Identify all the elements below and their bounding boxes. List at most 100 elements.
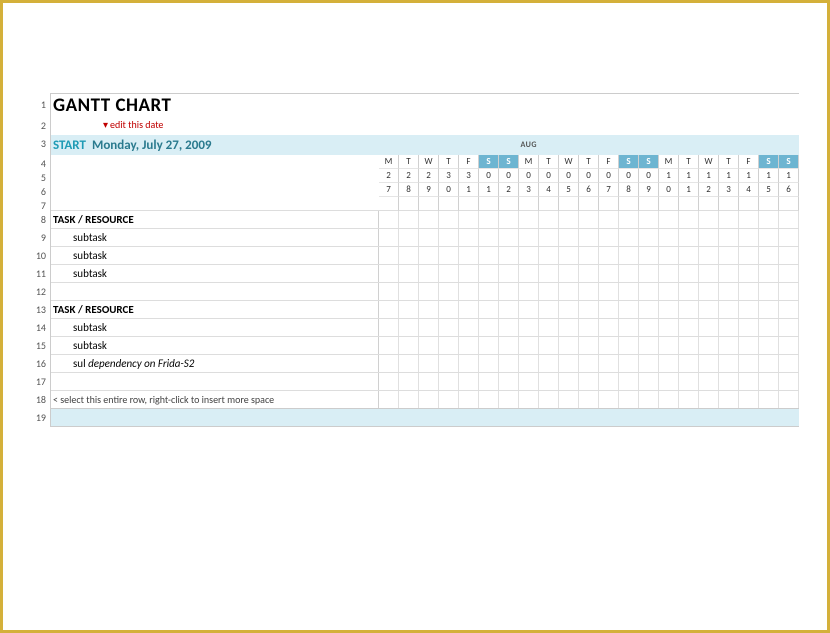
date-digit-cell[interactable]: 9 — [639, 183, 659, 197]
gantt-cell[interactable] — [699, 247, 719, 264]
date-digit-cell[interactable]: 3 — [519, 183, 539, 197]
task-header-row[interactable]: TASK / RESOURCE — [51, 211, 799, 229]
gantt-cell[interactable] — [479, 283, 499, 300]
day-of-week-cell[interactable]: F — [599, 155, 619, 169]
blank-cell[interactable] — [519, 197, 539, 211]
date-digit-cell[interactable]: 0 — [479, 169, 499, 183]
subtask-row[interactable]: subtask — [51, 247, 799, 265]
instruction-row[interactable]: < select this entire row, right-click to… — [51, 391, 799, 409]
date-digit-cell[interactable]: 3 — [459, 169, 479, 183]
task-header-row[interactable]: TASK / RESOURCE — [51, 301, 799, 319]
gantt-cell[interactable] — [399, 301, 419, 318]
gantt-cell[interactable] — [639, 373, 659, 390]
gantt-cell[interactable] — [659, 247, 679, 264]
gantt-cell[interactable] — [619, 319, 639, 336]
gantt-cell[interactable] — [539, 391, 559, 408]
gantt-cell[interactable] — [739, 301, 759, 318]
gantt-cell[interactable] — [499, 247, 519, 264]
gantt-cell[interactable] — [659, 229, 679, 246]
gantt-cell[interactable] — [519, 211, 539, 228]
gantt-cell[interactable] — [719, 337, 739, 354]
gantt-cell[interactable] — [779, 391, 799, 408]
gantt-cell[interactable] — [599, 355, 619, 372]
gantt-cell[interactable] — [759, 301, 779, 318]
gantt-cell[interactable] — [759, 319, 779, 336]
gantt-cell[interactable] — [419, 247, 439, 264]
gantt-cell[interactable] — [779, 301, 799, 318]
gantt-cell[interactable] — [499, 229, 519, 246]
gantt-cell[interactable] — [399, 283, 419, 300]
gantt-cell[interactable] — [699, 337, 719, 354]
gantt-cell[interactable] — [539, 301, 559, 318]
gantt-cell[interactable] — [399, 265, 419, 282]
row-num[interactable]: 2 — [31, 117, 46, 135]
gantt-cell[interactable] — [679, 211, 699, 228]
gantt-cell[interactable] — [739, 283, 759, 300]
gantt-cell[interactable] — [699, 229, 719, 246]
gantt-cell[interactable] — [719, 229, 739, 246]
blank-cell[interactable] — [539, 197, 559, 211]
edit-hint[interactable]: ▾edit this date — [50, 117, 799, 135]
gantt-cell[interactable] — [599, 247, 619, 264]
gantt-cell[interactable] — [679, 319, 699, 336]
gantt-cell[interactable] — [679, 301, 699, 318]
gantt-cell[interactable] — [619, 373, 639, 390]
blank-cell[interactable] — [779, 197, 799, 211]
gantt-cell[interactable] — [499, 319, 519, 336]
gantt-cell[interactable] — [659, 391, 679, 408]
date-digit-cell[interactable]: 1 — [659, 169, 679, 183]
gantt-cell[interactable] — [579, 283, 599, 300]
gantt-cell[interactable] — [539, 211, 559, 228]
day-of-week-cell[interactable]: S — [759, 155, 779, 169]
day-of-week-cell[interactable]: F — [739, 155, 759, 169]
blank-cell[interactable] — [619, 197, 639, 211]
gantt-cell[interactable] — [579, 301, 599, 318]
gantt-cell[interactable] — [519, 337, 539, 354]
row-num[interactable]: 18 — [31, 391, 46, 409]
gantt-cell[interactable] — [599, 265, 619, 282]
gantt-cell[interactable] — [759, 265, 779, 282]
gantt-cell[interactable] — [579, 337, 599, 354]
empty-row[interactable] — [51, 283, 799, 301]
blank-cell[interactable] — [419, 197, 439, 211]
date-digit-cell[interactable]: 0 — [439, 183, 459, 197]
day-of-week-cell[interactable]: T — [539, 155, 559, 169]
date-digit-cell[interactable]: 1 — [679, 169, 699, 183]
date-digit-cell[interactable]: 1 — [479, 183, 499, 197]
date-digit-cell[interactable]: 6 — [579, 183, 599, 197]
date-digit-cell[interactable]: 3 — [439, 169, 459, 183]
blank-cell[interactable] — [399, 197, 419, 211]
row-num[interactable]: 5 — [31, 169, 46, 183]
gantt-cell[interactable] — [719, 391, 739, 408]
gantt-cell[interactable] — [559, 211, 579, 228]
gantt-cell[interactable] — [399, 391, 419, 408]
gantt-cell[interactable] — [399, 247, 419, 264]
date-digit-cell[interactable]: 0 — [659, 183, 679, 197]
gantt-cell[interactable] — [479, 211, 499, 228]
gantt-cell[interactable] — [459, 247, 479, 264]
gantt-cell[interactable] — [719, 283, 739, 300]
gantt-cell[interactable] — [539, 319, 559, 336]
gantt-cell[interactable] — [779, 211, 799, 228]
row-num[interactable]: 1 — [31, 93, 46, 117]
gantt-cell[interactable] — [599, 337, 619, 354]
gantt-cell[interactable] — [739, 391, 759, 408]
gantt-cell[interactable] — [419, 283, 439, 300]
blank-cell[interactable] — [379, 197, 399, 211]
gantt-cell[interactable] — [459, 373, 479, 390]
gantt-cell[interactable] — [379, 319, 399, 336]
gantt-cell[interactable] — [779, 373, 799, 390]
gantt-cell[interactable] — [539, 229, 559, 246]
date-digit-cell[interactable]: 6 — [779, 183, 799, 197]
gantt-cell[interactable] — [739, 337, 759, 354]
date-digit-cell[interactable]: 5 — [559, 183, 579, 197]
subtask-dependency-row[interactable]: sul dependency on Frida-S2 — [51, 355, 799, 373]
gantt-cell[interactable] — [419, 373, 439, 390]
gantt-cell[interactable] — [599, 211, 619, 228]
gantt-cell[interactable] — [459, 283, 479, 300]
gantt-cell[interactable] — [499, 211, 519, 228]
gantt-cell[interactable] — [459, 265, 479, 282]
blank-cell[interactable] — [439, 197, 459, 211]
gantt-cell[interactable] — [459, 301, 479, 318]
gantt-cell[interactable] — [559, 319, 579, 336]
